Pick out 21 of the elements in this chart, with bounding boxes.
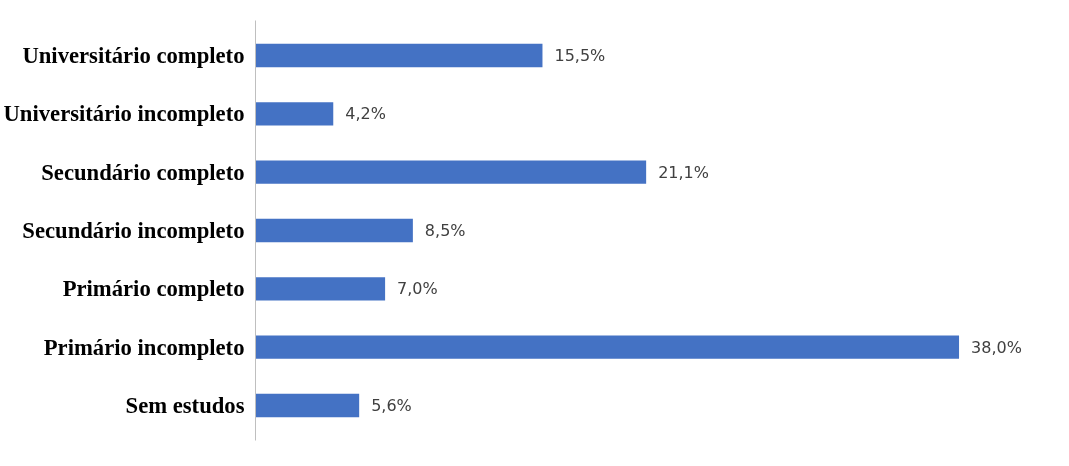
bar [255,335,960,359]
y-tick-label: Universitário incompleto [3,101,245,127]
data-label: 21,1% [658,162,709,182]
bar [255,277,386,301]
y-tick-label: Universitário completo [22,43,245,68]
data-label: 7,0% [397,279,438,299]
data-label: 5,6% [371,396,412,415]
data-label: 8,5% [424,221,466,240]
y-tick-label: Primário incompleto [43,334,245,360]
bar [255,43,543,68]
bar [255,160,647,184]
bar [255,218,413,243]
data-label: 38,0% [971,337,1022,357]
y-tick-label: Secundário completo [41,159,245,185]
y-tick-label: Primário completo [62,276,245,302]
y-tick-label: Secundário incompleto [22,218,245,243]
data-label: 4,2% [345,104,386,124]
y-tick-label: Sem estudos [125,393,245,418]
bar [255,393,360,418]
bar [255,102,334,126]
data-label: 15,5% [554,46,606,65]
